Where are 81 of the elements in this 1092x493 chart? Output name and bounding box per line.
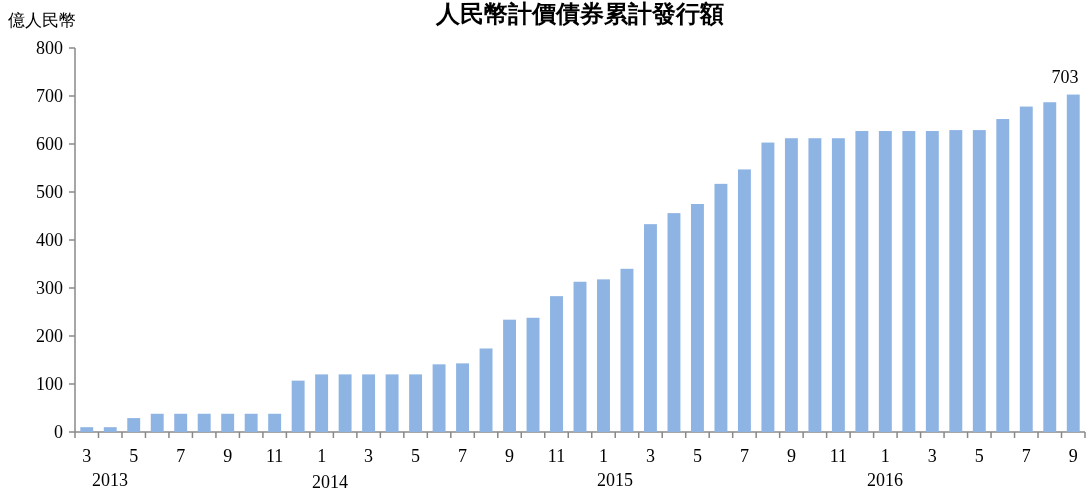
bar [784, 138, 798, 432]
chart-title: 人民幣計價債券累計發行額 [435, 1, 724, 27]
y-tick-label: 500 [36, 182, 63, 202]
bar [925, 131, 939, 432]
bar [456, 363, 470, 432]
x-tick-label: 9 [505, 446, 515, 466]
bar [855, 131, 869, 432]
bar [737, 169, 751, 432]
bar [902, 131, 916, 432]
text: 2015 [597, 470, 633, 490]
x-tick-label: 7 [176, 446, 186, 466]
x-tick-label: 7 [1021, 446, 1031, 466]
bar [268, 413, 282, 432]
y-tick-label: 800 [36, 38, 63, 58]
bar [620, 268, 634, 432]
bar [714, 183, 728, 432]
x-tick-label: 3 [364, 446, 374, 466]
x-tick-label: 9 [786, 446, 796, 466]
bar [808, 138, 822, 432]
text: 2013 [92, 470, 128, 490]
y-tick-label: 0 [54, 422, 63, 442]
bar [761, 142, 775, 432]
bar [1066, 94, 1080, 432]
bar [150, 413, 164, 432]
y-axis-title: 億人民幣 [8, 11, 76, 30]
bar [831, 138, 845, 432]
bar [597, 279, 610, 432]
bar [479, 348, 493, 432]
bar [878, 131, 892, 432]
x-tick-label: 3 [82, 446, 92, 466]
x-tick-label: 5 [974, 446, 984, 466]
bar [338, 374, 352, 432]
bar [996, 119, 1010, 432]
bar [362, 374, 376, 432]
x-tick-label: 5 [411, 446, 421, 466]
x-tick-label: 7 [458, 446, 468, 466]
x-tick-label: 5 [129, 446, 139, 466]
x-tick-label: 11 [265, 446, 284, 466]
x-tick-label: 1 [317, 446, 327, 466]
y-tick-label: 200 [36, 326, 63, 346]
bar [644, 224, 657, 432]
text: 2014 [312, 472, 348, 492]
bar [526, 317, 540, 432]
bar [221, 413, 235, 432]
bar [244, 413, 258, 432]
y-tick-label: 100 [36, 374, 63, 394]
bar [550, 296, 563, 432]
x-tick-label: 3 [927, 446, 937, 466]
y-tick-label: 600 [36, 134, 63, 154]
bar [127, 418, 141, 432]
text: 2016 [867, 470, 903, 490]
x-tick-label: 11 [547, 446, 566, 466]
bar [315, 374, 329, 432]
x-tick-label: 1 [598, 446, 608, 466]
bar [80, 427, 94, 432]
bar [174, 413, 188, 432]
bar [573, 281, 587, 432]
bar [1043, 102, 1057, 432]
bar [197, 413, 211, 432]
bar [291, 380, 305, 432]
bar [1019, 106, 1033, 432]
x-tick-label: 9 [223, 446, 233, 466]
x-tick-label: 1 [880, 446, 890, 466]
y-tick-label: 700 [36, 86, 63, 106]
bar [690, 204, 704, 432]
bar [103, 427, 117, 432]
bar [972, 130, 986, 432]
bar [503, 319, 516, 432]
x-tick-label: 9 [1068, 446, 1078, 466]
x-tick-label: 11 [829, 446, 848, 466]
x-tick-label: 7 [739, 446, 749, 466]
y-tick-label: 300 [36, 278, 63, 298]
bar [432, 364, 446, 432]
bar [385, 374, 399, 432]
x-tick-label: 5 [692, 446, 702, 466]
bar [949, 130, 963, 432]
bar [409, 374, 423, 432]
y-tick-label: 400 [36, 230, 63, 250]
data-label: 703 [1051, 66, 1079, 87]
x-tick-label: 3 [645, 446, 655, 466]
bar [667, 213, 681, 432]
